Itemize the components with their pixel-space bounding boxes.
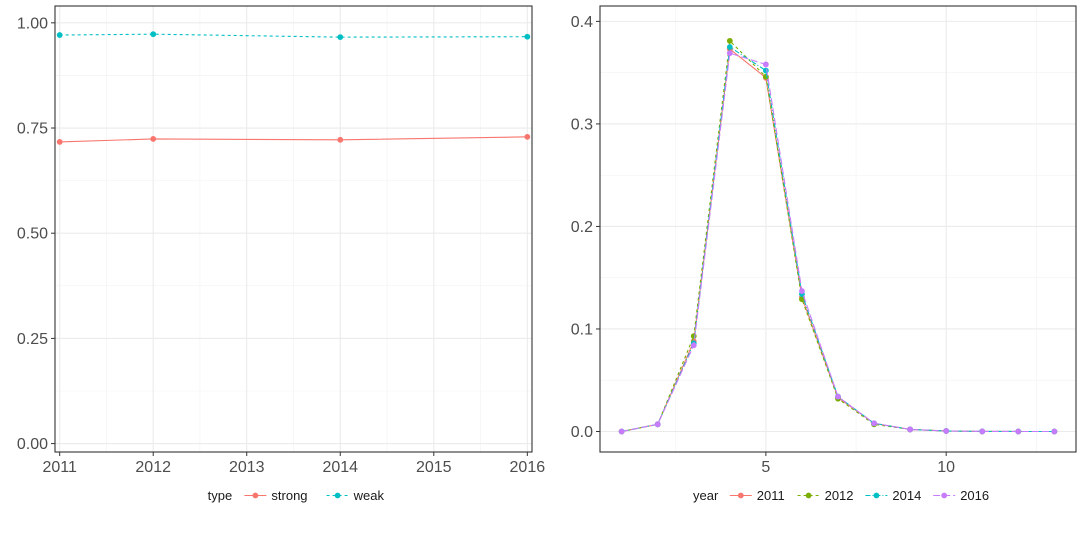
x-tick-label: 10 [937, 459, 955, 476]
y-tick-label: 0.75 [17, 121, 48, 138]
legend-label: 2014 [892, 488, 921, 503]
legend-title: type [208, 488, 233, 503]
legend-key-point [941, 492, 948, 499]
data-point-2016 [1051, 428, 1058, 435]
y-tick-label: 0.0 [571, 424, 593, 441]
x-tick-label: 2012 [135, 459, 171, 476]
data-point-2012 [726, 37, 733, 44]
legend-key-2012 [797, 492, 820, 499]
legend-label: weak [353, 488, 385, 503]
data-point-2016 [799, 288, 805, 294]
legend-key-strong [244, 492, 267, 499]
legend-label: strong [271, 488, 307, 503]
data-point-2016 [762, 61, 769, 68]
y-tick-label: 0.25 [17, 331, 48, 348]
data-point-strong [337, 136, 344, 143]
data-point-strong [56, 139, 63, 145]
data-point-weak [150, 31, 157, 38]
plot-background [600, 6, 1076, 452]
legend-key-point [737, 492, 744, 499]
legend-key-point [805, 492, 812, 499]
panel-border [599, 5, 1077, 453]
legend: year 2011 2012 2014 2016 [693, 488, 989, 503]
data-point-2016 [943, 428, 950, 434]
data-point-weak [337, 34, 344, 41]
data-point-weak [56, 32, 63, 38]
data-point-strong [524, 133, 531, 140]
legend-key-2011 [729, 492, 752, 499]
x-tick-label: 2014 [322, 459, 358, 476]
chart-year-distribution: 0.0 0.1 0.2 0.3 0.4 5 10 year 2011 2012 2014 2016 [571, 5, 1077, 503]
x-tick-label: 2016 [510, 459, 546, 476]
legend-title: year [693, 488, 719, 503]
y-tick-label: 0.4 [571, 14, 593, 31]
data-point-2016 [907, 426, 914, 433]
data-point-2016 [871, 420, 877, 427]
y-tick-label: 0.1 [571, 321, 593, 338]
y-tick-label: 0.50 [17, 226, 48, 243]
data-point-2016 [690, 342, 697, 349]
y-tick-label: 0.00 [17, 436, 48, 453]
data-point-2016 [835, 393, 841, 400]
legend-label: 2012 [825, 488, 854, 503]
y-tick-label: 0.2 [571, 219, 593, 236]
y-tick-label: 1.00 [17, 15, 48, 32]
series-line-weak [59, 33, 528, 38]
chart-type-over-years: 0.00 0.25 0.50 0.75 1.00 2011 2012 2013 2014 2015… [17, 5, 546, 503]
x-tick-label: 2011 [42, 459, 77, 476]
panel-border [54, 5, 533, 453]
legend-key-2016 [933, 492, 956, 499]
x-tick-label: 2013 [229, 459, 265, 476]
legend-key-weak [326, 492, 349, 499]
legend-key-point [334, 492, 341, 499]
y-tick-label: 0.3 [571, 116, 593, 133]
legend-label: 2016 [960, 488, 989, 503]
data-point-weak [524, 33, 531, 40]
data-point-2014 [726, 44, 733, 50]
legend: type strong weak [208, 488, 385, 503]
series-line-strong [59, 136, 528, 143]
data-point-strong [150, 136, 157, 142]
data-point-2014 [762, 67, 769, 74]
x-tick-label: 5 [761, 459, 770, 476]
legend-label: 2011 [757, 488, 785, 503]
data-point-2016 [726, 50, 733, 57]
x-tick-label: 2015 [416, 459, 452, 476]
data-point-2016 [1015, 428, 1022, 435]
legend-key-2014 [865, 492, 888, 499]
data-point-2016 [654, 421, 661, 428]
data-point-2016 [979, 428, 986, 435]
data-point-2012 [690, 333, 697, 340]
legend-key-point [252, 492, 259, 499]
legend-key-point [873, 492, 880, 499]
data-point-2016 [618, 428, 625, 435]
